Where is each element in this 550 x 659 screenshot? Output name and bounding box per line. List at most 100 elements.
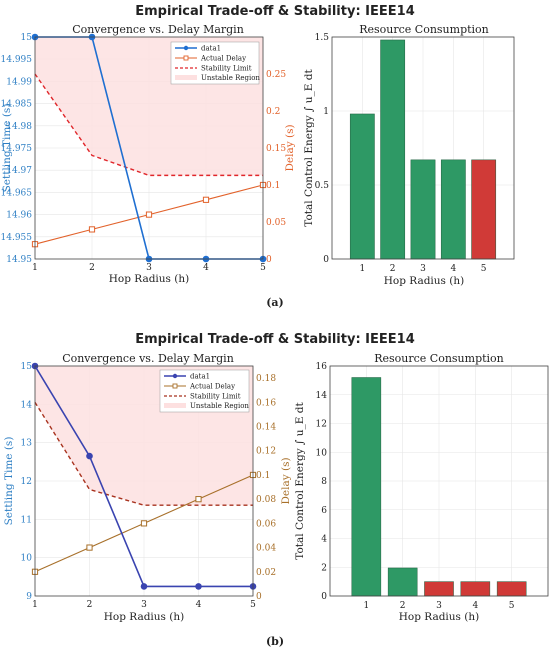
- legend-marker-data1-b: [172, 373, 178, 379]
- x-tick-label: 4: [196, 600, 202, 610]
- y-left-tick-label: 14.96: [6, 211, 32, 221]
- bars-b: [351, 377, 527, 597]
- y-left-tick-label: 14.985: [1, 100, 33, 110]
- y-left-label-a: Settling Time (s): [1, 104, 13, 193]
- y-tick-label: 0: [321, 592, 327, 602]
- panel-title-a-left: Convergence vs. Delay Margin: [72, 23, 244, 36]
- panel-title-a-right: Resource Consumption: [359, 23, 489, 36]
- plot-frame-a-left: [34, 36, 264, 260]
- x-ticks-a-right: 1 2 3 4 5: [359, 264, 486, 274]
- y-tick-label: 8: [321, 477, 327, 487]
- x-tick-label: 5: [509, 601, 515, 611]
- plot-frame-a-right: [331, 36, 515, 260]
- legend-marker-delay-b: [172, 383, 178, 389]
- legend-b: data1 Actual Delay Stability Limit Unsta…: [159, 369, 249, 413]
- x-tick-label: 1: [32, 263, 38, 273]
- y-left-tick-label: 10: [21, 554, 33, 564]
- y-right-label-b: Delay (s): [280, 457, 292, 504]
- y-left-label-b: Settling Time (s): [3, 437, 15, 526]
- y-right-tick-label: 0.2: [266, 107, 280, 117]
- panel-title-b-right: Resource Consumption: [374, 352, 504, 365]
- y-tick-label: 1: [323, 107, 329, 117]
- settling-time-point: [195, 583, 202, 590]
- x-tick-label: 1: [359, 264, 365, 274]
- energy-bar: [471, 159, 497, 260]
- x-ticks-b-right: 1 2 3 4 5: [363, 601, 514, 611]
- x-axis-label-b-left: Hop Radius (h): [104, 611, 184, 623]
- y-tick-label: 0.5: [315, 181, 330, 191]
- y-right-tick-label: 0.05: [266, 218, 286, 228]
- legend-patch-unstable-a: [175, 75, 197, 80]
- y-tick-label: 2: [321, 563, 327, 573]
- energy-bar: [387, 567, 418, 597]
- bars-a: [349, 39, 497, 260]
- y-tick-label: 1.5: [315, 33, 330, 43]
- y-right-tick-label: 0.06: [256, 519, 276, 529]
- x-tick-label: 4: [472, 601, 478, 611]
- x-tick-label: 2: [89, 263, 95, 273]
- y-axis-label-a-right: Total Control Energy ∫ u_E dt: [303, 68, 315, 226]
- x-tick-label: 1: [363, 601, 369, 611]
- x-ticks-b-left: 1 2 3 4 5: [32, 600, 256, 610]
- y-left-tick-label: 15: [21, 33, 33, 43]
- y-tick-label: 0: [323, 255, 329, 265]
- panel-a-right: Resource Consumption 1 2 3 4 5 0 0.5 1 1.5 Hop …: [303, 23, 515, 287]
- legend-label-delay-a: Actual Delay: [200, 55, 246, 63]
- y-right-ticks-b: 0 0.02 0.04 0.06 0.08 0.1 0.12 0.14 0.16 0.18: [256, 374, 276, 602]
- plot-frame-b-right: [329, 365, 549, 597]
- legend-label-unstable-a: Unstable Region: [201, 74, 260, 82]
- y-ticks-b-right: 0 2 4 6 8 10 12 14 16: [316, 362, 328, 602]
- legend-label-data1-b: data1: [190, 373, 210, 381]
- energy-bar: [351, 377, 382, 597]
- legend-label-data1-a: data1: [201, 45, 221, 53]
- y-right-tick-label: 0: [266, 255, 272, 265]
- y-right-tick-label: 0.04: [256, 544, 276, 554]
- energy-bar: [349, 113, 375, 260]
- legend-label-unstable-b: Unstable Region: [190, 402, 249, 410]
- x-tick-label: 2: [400, 601, 406, 611]
- y-left-tick-label: 14.95: [6, 255, 32, 265]
- stability-limit-line: [34, 401, 253, 506]
- y-left-tick-label: 9: [26, 592, 32, 602]
- panel-title-b-left: Convergence vs. Delay Margin: [62, 352, 234, 365]
- x-axis-label-a-left-text: Hop Radius (h): [109, 273, 189, 285]
- actual-delay-point: [140, 520, 148, 527]
- y-tick-label: 12: [316, 420, 327, 430]
- energy-bar: [496, 581, 527, 597]
- stability-limit-line: [34, 73, 263, 177]
- x-tick-label: 3: [420, 264, 426, 274]
- energy-bar: [380, 39, 406, 260]
- figure-a: Empirical Trade-off & Stability: IEEE14 …: [1, 4, 515, 309]
- x-tick-label: 5: [250, 600, 256, 610]
- y-right-tick-label: 0.1: [256, 471, 270, 481]
- legend-marker-delay-a: [183, 55, 189, 61]
- figure-b: Empirical Trade-off & Stability: IEEE14 …: [3, 332, 549, 648]
- y-left-tick-label: 14.99: [6, 77, 32, 87]
- energy-bar: [424, 581, 454, 597]
- caption-a: (a): [266, 296, 284, 309]
- y-left-tick-label: 14.965: [1, 188, 33, 198]
- y-left-ticks-a: 14.95 14.955 14.96 14.965 14.97 14.975 14.98 14…: [1, 33, 33, 265]
- y-tick-label: 4: [321, 535, 327, 545]
- x-tick-label: 3: [436, 601, 442, 611]
- energy-bar: [440, 159, 466, 260]
- y-tick-label: 16: [316, 362, 328, 372]
- y-left-tick-label: 14: [21, 400, 33, 410]
- x-tick-label: 1: [32, 600, 38, 610]
- x-tick-label: 3: [141, 600, 147, 610]
- x-tick-label: 5: [260, 263, 266, 273]
- suptitle-b: Empirical Trade-off & Stability: IEEE14: [135, 332, 415, 347]
- y-right-tick-label: 0.14: [256, 423, 276, 433]
- y-left-tick-label: 15: [21, 362, 33, 372]
- y-tick-label: 10: [316, 448, 328, 458]
- plot-frame-b-left: [34, 365, 254, 597]
- y-right-tick-label: 0.02: [256, 568, 276, 578]
- legend-label-delay-b: Actual Delay: [189, 383, 235, 391]
- actual-delay-point: [86, 544, 93, 551]
- x-ticks-a-left: 1 2 3 4 5: [32, 263, 266, 273]
- y-left-tick-label: 14.975: [1, 144, 33, 154]
- y-tick-label: 14: [316, 391, 328, 401]
